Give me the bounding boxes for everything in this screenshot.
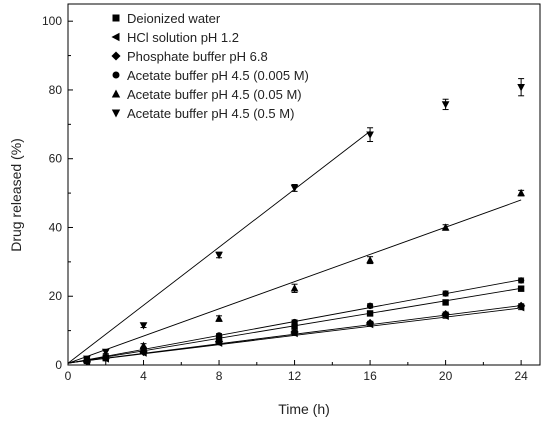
x-tick-label: 0: [65, 369, 72, 383]
y-axis-title: Drug released (%): [8, 138, 24, 252]
data-point: [517, 285, 525, 292]
data-point: [215, 314, 223, 322]
x-axis-title: Time (h): [278, 401, 330, 417]
data-point: [214, 337, 224, 346]
legend-marker: [111, 109, 121, 118]
x-axis-ticks: 0 4 8 12 16 20 24: [65, 360, 528, 383]
x-tick-label: 12: [288, 369, 302, 383]
data-point: [139, 341, 148, 349]
y-tick-label: 0: [55, 358, 62, 372]
plot-border: [67, 3, 541, 366]
y-tick-label: 20: [49, 289, 63, 303]
legend-label: Phosphate buffer pH 6.8: [127, 49, 268, 64]
y-tick-label: 60: [49, 152, 63, 166]
x-tick-label: 8: [216, 369, 223, 383]
data-point: [441, 309, 450, 319]
data-point: [366, 255, 374, 264]
plot-frame: [67, 3, 541, 366]
x-tick-label: 24: [514, 369, 528, 383]
data-point: [291, 323, 298, 330]
data-point: [215, 332, 223, 339]
y-tick-label: 100: [42, 14, 62, 28]
data-point: [290, 284, 299, 292]
legend-marker: [111, 89, 121, 98]
legend-marker: [111, 32, 120, 42]
data-point: [516, 301, 526, 311]
data-point: [441, 101, 450, 109]
legend-marker: [112, 71, 120, 79]
y-axis-ticks: 0 20 40 60 80 100: [42, 14, 73, 372]
data-point: [290, 184, 299, 193]
data-point: [517, 188, 525, 197]
x-tick-label: 16: [363, 369, 377, 383]
data-point: [442, 299, 449, 306]
legend-label: Acetate buffer pH 4.5 (0.5 M): [127, 106, 294, 121]
data-point: [290, 327, 299, 337]
y-tick-label: 80: [49, 83, 63, 97]
legend-label: Acetate buffer pH 4.5 (0.005 M): [127, 68, 309, 83]
data-point: [139, 322, 148, 330]
data-point: [366, 310, 374, 317]
x-tick-label: 20: [439, 369, 453, 383]
legend-label: Acetate buffer pH 4.5 (0.05 M): [127, 87, 302, 102]
data-point: [101, 348, 110, 357]
y-tick-label: 40: [49, 220, 63, 234]
fit-line: [67, 130, 371, 364]
x-tick-label: 4: [140, 369, 147, 383]
legend-label: Deionized water: [127, 11, 221, 26]
data-point: [365, 318, 375, 328]
legend: Deionized water HCl solution pH 1.2 Phosph…: [111, 11, 309, 121]
legend-label: HCl solution pH 1.2: [127, 30, 239, 45]
data-point: [366, 302, 374, 310]
data-point: [517, 84, 525, 92]
legend-marker: [111, 51, 121, 61]
data-point: [366, 131, 374, 139]
data-point: [517, 277, 525, 284]
data-point: [442, 290, 449, 297]
data-markers: [82, 84, 526, 366]
legend-marker: [112, 14, 120, 22]
fit-line: [67, 199, 522, 364]
data-point: [291, 318, 298, 326]
data-point: [441, 223, 450, 231]
data-point: [215, 251, 223, 260]
data-point: [83, 355, 91, 363]
data-point: [139, 347, 148, 357]
